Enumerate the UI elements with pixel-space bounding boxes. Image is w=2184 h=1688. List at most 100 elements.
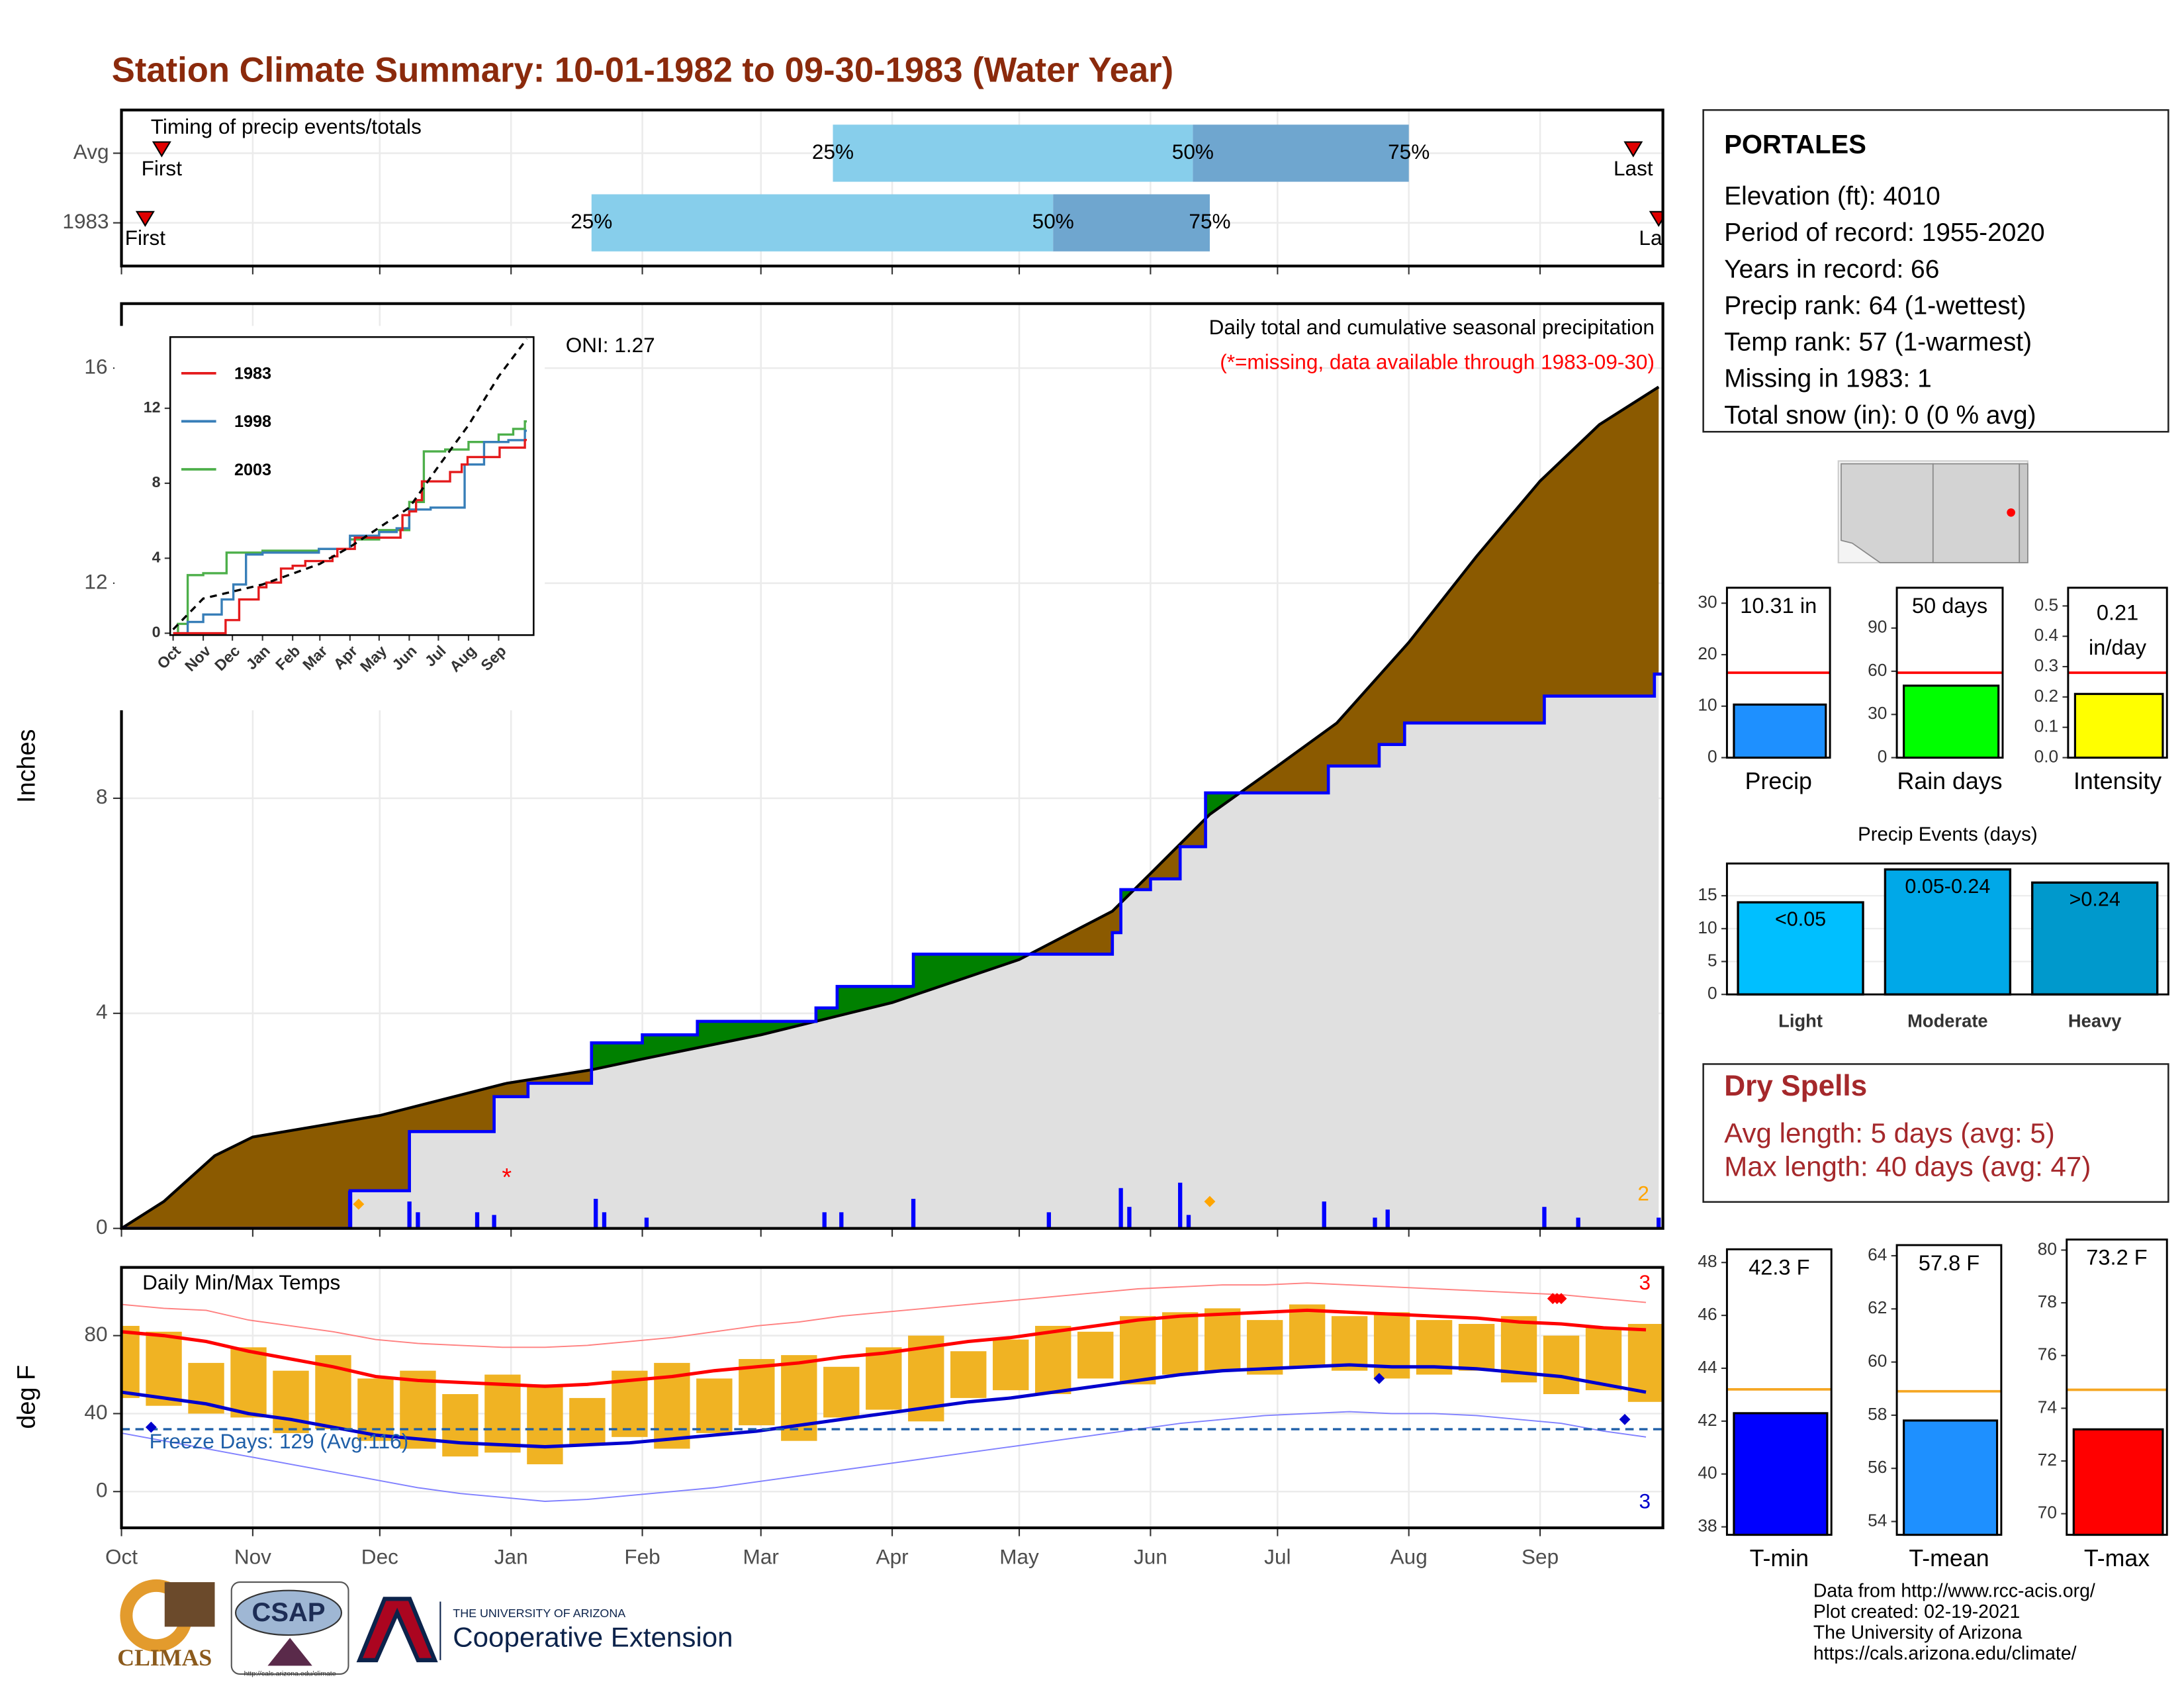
station-box (1702, 109, 2169, 433)
precip-marks (121, 385, 1663, 1229)
logos: CLIMAS CSAP http://cals.arizona.edu/clim… (117, 1579, 733, 1678)
map-state (1932, 463, 2021, 563)
station-line: Years in record: 66 (1724, 255, 1939, 283)
value-label: 42.3 F (1749, 1254, 1809, 1279)
value-label: 57.8 F (1919, 1250, 1979, 1275)
temp-marks (121, 1282, 1663, 1502)
below-average-area (121, 1070, 591, 1229)
temp-range-bar (146, 1331, 182, 1406)
x-tick-label: Moderate (1907, 1011, 1988, 1031)
panel-title: Daily total and cumulative seasonal prec… (1209, 315, 1655, 339)
bar-category: T-min (1750, 1545, 1809, 1571)
y-tick-label: 60 (1868, 1351, 1887, 1371)
csap-cloud (235, 1589, 343, 1636)
legend-label: 2003 (234, 461, 271, 479)
y-tick-label: 40 (84, 1400, 107, 1424)
y-tick-label: 44 (1698, 1357, 1717, 1377)
y-tick-label: 0.5 (2034, 594, 2059, 614)
y-tick-label: 46 (1698, 1304, 1717, 1324)
station-line: Total snow (in): 0 (0 % avg) (1724, 401, 2036, 430)
station-lines: Elevation (ft): 4010 Period of record: 19… (1724, 182, 2045, 430)
y-tick-label: 30 (1868, 703, 1887, 723)
y-tick-label: 10 (1698, 917, 1717, 937)
temp-range-bar (1204, 1308, 1241, 1371)
bar-label: 0.05-0.24 (1905, 875, 1990, 898)
temp-range-bar (400, 1370, 436, 1449)
daily-bar (594, 1199, 598, 1229)
bar-border (2067, 586, 2168, 759)
event-marker (135, 211, 155, 227)
y-tick-label: 12 (144, 399, 161, 416)
y-tick-label: 20 (1698, 643, 1717, 663)
value-label: 10.31 in (1740, 593, 1817, 618)
normal-min-line (121, 1363, 1647, 1449)
value-label: 73.2 F (2086, 1245, 2147, 1270)
x-tick-label: Aug (1390, 1545, 1428, 1569)
panel-subtitle: (*=missing, data available through 1983-… (1220, 350, 1655, 373)
x-tick-label: Oct (105, 1545, 138, 1569)
station-line: Missing in 1983: 1 (1724, 365, 1932, 393)
daily-bar (1576, 1217, 1580, 1229)
temp-range-bar (1373, 1312, 1410, 1379)
y-tick-label: 78 (2038, 1291, 2057, 1311)
temp-range-bar (823, 1366, 860, 1418)
temp-range-bar (527, 1384, 563, 1465)
marker-count: 2 (1637, 1182, 1649, 1205)
station-dot (2007, 508, 2015, 517)
y-tick-label: 58 (1868, 1404, 1887, 1424)
temp-range-bar (866, 1347, 902, 1410)
oni-annotation: ONI: 1.27 (566, 333, 655, 357)
csap-text: CSAP (251, 1598, 325, 1627)
temp-range-bar (1120, 1316, 1156, 1385)
footer-line: https://cals.arizona.edu/climate/ (1813, 1643, 2077, 1664)
inset-line (173, 438, 527, 635)
bar-category: Rain days (1897, 768, 2003, 794)
page-title: Station Climate Summary: 10-01-1982 to 0… (112, 50, 1173, 89)
unit-label: in/day (2089, 635, 2147, 659)
ua-logo (356, 1597, 438, 1663)
legend-label: 1983 (234, 365, 271, 383)
daily-bar (644, 1217, 649, 1229)
station-line: Elevation (ft): 4010 (1724, 182, 1940, 211)
x-tick-label: Light (1778, 1011, 1823, 1031)
temp-range-bar (739, 1359, 775, 1426)
temp-range-bar (569, 1397, 606, 1445)
y-tick-label: 80 (84, 1322, 107, 1346)
station-line: Period of record: 1955-2020 (1724, 218, 2045, 247)
y-tick-label: 8 (152, 473, 161, 491)
y-tick-label: 12 (84, 569, 107, 593)
daily-bar (1322, 1201, 1326, 1229)
y-tick-label: 4 (96, 1000, 108, 1023)
temp-range-bar (950, 1351, 987, 1398)
freeze-annotation: Freeze Days: 129 (Avg:116) (150, 1429, 409, 1453)
y-tick-label: 0 (1707, 983, 1717, 1003)
bar-border (1895, 586, 2004, 759)
y-tick-label: 0 (96, 1215, 108, 1239)
y-tick-label: 8 (96, 784, 108, 808)
university-text: THE UNIVERSITY OF ARIZONA (453, 1607, 625, 1620)
y-tick-label: 0.3 (2034, 655, 2059, 675)
footer-line: The University of Arizona (1813, 1622, 2023, 1643)
value-bar (1903, 684, 2000, 759)
y-tick-label: 38 (1698, 1516, 1717, 1536)
temp-range-bar (121, 1325, 140, 1398)
bar-label: >0.24 (2070, 888, 2120, 911)
map-state (2019, 463, 2028, 563)
x-tick-label: Sep (1522, 1545, 1559, 1569)
event-label: First (142, 156, 183, 180)
record-low-count: 3 (1639, 1489, 1651, 1513)
temp-range-bar (1331, 1316, 1368, 1371)
daily-bar (602, 1212, 607, 1229)
y-tick-label: 0.0 (2034, 746, 2059, 766)
daily-bar (911, 1199, 916, 1229)
y-axis-label: deg F (13, 1365, 41, 1429)
x-tick-label: Heavy (2068, 1011, 2122, 1031)
y-tick-label: 40 (1698, 1463, 1717, 1483)
daily-bar (1127, 1207, 1132, 1229)
daily-bar (1373, 1217, 1377, 1229)
y-axis-label: Inches (13, 729, 41, 803)
chart-title: Precip Events (days) (1858, 823, 2038, 845)
value-bar (2072, 1428, 2164, 1536)
y-tick-label: 60 (1868, 660, 1887, 680)
y-tick-label: 56 (1868, 1457, 1887, 1477)
